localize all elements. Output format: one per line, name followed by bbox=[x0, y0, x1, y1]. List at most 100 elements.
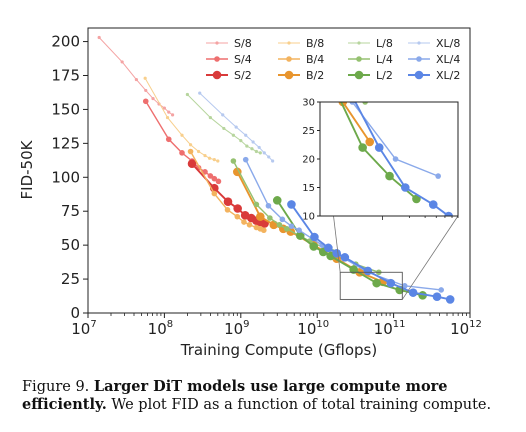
data-point bbox=[310, 232, 319, 242]
inset-series-XL-2 bbox=[302, 0, 453, 216]
series-L-2 bbox=[272, 196, 427, 300]
inset-data-point bbox=[362, 102, 368, 105]
x-axis-title: Training Compute (Gflops) bbox=[180, 341, 377, 359]
data-point bbox=[246, 221, 253, 228]
data-point bbox=[349, 265, 358, 274]
data-point bbox=[180, 133, 184, 137]
data-point bbox=[245, 144, 249, 148]
data-point bbox=[288, 223, 295, 229]
y-axis-title: FID-50K bbox=[18, 139, 36, 199]
data-point bbox=[162, 106, 166, 110]
legend-item-L-4: L/4 bbox=[348, 53, 393, 66]
data-point bbox=[198, 91, 202, 95]
data-point bbox=[167, 110, 171, 114]
data-point bbox=[253, 201, 260, 208]
inset-y-tick-label: 15 bbox=[302, 183, 315, 194]
data-point bbox=[230, 158, 237, 164]
legend-item-XL-8: XL/8 bbox=[408, 37, 460, 50]
x-tick-label: 1011 bbox=[374, 319, 406, 338]
caption-rest: We plot FID as a function of total train… bbox=[111, 397, 492, 413]
data-point bbox=[179, 150, 185, 156]
data-point bbox=[165, 136, 172, 143]
legend-label: S/4 bbox=[234, 53, 252, 66]
data-point bbox=[134, 77, 138, 82]
data-point bbox=[188, 143, 193, 147]
series-S-8 bbox=[97, 35, 175, 117]
data-point bbox=[207, 173, 214, 179]
caption-bold: Larger DiT models use large compute more… bbox=[22, 378, 448, 413]
legend-label: B/4 bbox=[306, 53, 324, 66]
data-point bbox=[170, 113, 175, 117]
data-point bbox=[254, 149, 258, 154]
legend-marker bbox=[286, 56, 292, 62]
data-point bbox=[267, 215, 273, 221]
series-XL-8 bbox=[198, 91, 275, 163]
inset-series-line bbox=[354, 102, 450, 216]
data-point bbox=[262, 151, 266, 155]
fid-compute-chart: 107 108 109 1010 1011 1012 025507510012515017… bbox=[18, 0, 482, 359]
legend-marker bbox=[354, 70, 364, 80]
data-point bbox=[233, 204, 242, 213]
inset-series-line bbox=[351, 102, 439, 177]
inset-data-point bbox=[296, 12, 305, 21]
data-point bbox=[222, 126, 226, 131]
series-B-8 bbox=[143, 76, 220, 163]
data-point bbox=[233, 167, 242, 177]
data-point bbox=[242, 156, 249, 163]
data-point bbox=[216, 159, 220, 163]
inset-data-point bbox=[348, 92, 357, 101]
legend-label: B/8 bbox=[306, 37, 324, 50]
main-marks bbox=[97, 35, 455, 304]
inset-y-tick-label: 20 bbox=[302, 155, 315, 166]
data-point bbox=[340, 253, 350, 262]
data-point bbox=[258, 151, 262, 155]
legend-label: L/2 bbox=[376, 69, 393, 82]
inset-series-line bbox=[364, 102, 366, 103]
data-point bbox=[250, 147, 254, 151]
inset-data-point bbox=[331, 86, 340, 95]
data-point bbox=[234, 125, 238, 129]
data-point bbox=[296, 227, 302, 234]
inset-y-tick-label: 30 bbox=[302, 98, 315, 109]
data-point bbox=[408, 288, 418, 297]
inset-data-point bbox=[302, 0, 311, 4]
x-tick-label: 1010 bbox=[297, 319, 329, 338]
legend-marker bbox=[212, 70, 222, 80]
y-tick-label: 25 bbox=[61, 270, 80, 288]
data-point bbox=[165, 115, 170, 120]
legend-item-S-2: S/2 bbox=[206, 69, 252, 82]
inset-data-point bbox=[349, 102, 356, 105]
x-tick-exponent: 10 bbox=[316, 319, 329, 330]
legend-item-L-2: L/2 bbox=[348, 69, 393, 82]
data-point bbox=[251, 140, 255, 144]
data-point bbox=[432, 292, 442, 302]
series-line bbox=[187, 94, 261, 154]
x-tick-exponent: 11 bbox=[393, 319, 406, 330]
legend-label: S/2 bbox=[234, 69, 252, 82]
inset-data-point bbox=[385, 171, 394, 181]
data-point bbox=[120, 60, 124, 64]
series-S-4 bbox=[142, 98, 222, 185]
data-point bbox=[309, 242, 319, 251]
data-point bbox=[196, 149, 201, 154]
data-point bbox=[445, 295, 455, 304]
legend-marker bbox=[215, 41, 219, 45]
y-tick-label: 125 bbox=[51, 134, 80, 152]
legend-marker bbox=[416, 56, 422, 62]
data-point bbox=[265, 202, 272, 209]
x-tick-exponent: 7 bbox=[90, 319, 96, 330]
data-point bbox=[363, 266, 373, 276]
data-point bbox=[187, 148, 194, 155]
data-point bbox=[231, 133, 235, 137]
data-point bbox=[332, 248, 342, 258]
data-point bbox=[256, 212, 265, 221]
x-tick-label: 109 bbox=[224, 319, 249, 338]
data-point bbox=[151, 96, 155, 101]
legend-label: L/8 bbox=[376, 37, 393, 50]
data-point bbox=[207, 156, 212, 160]
y-tick-label: 75 bbox=[61, 202, 80, 220]
inset-series-L-4 bbox=[362, 102, 368, 105]
data-point bbox=[283, 226, 290, 232]
inset-data-point bbox=[392, 156, 399, 162]
inset-data-point bbox=[374, 143, 384, 152]
